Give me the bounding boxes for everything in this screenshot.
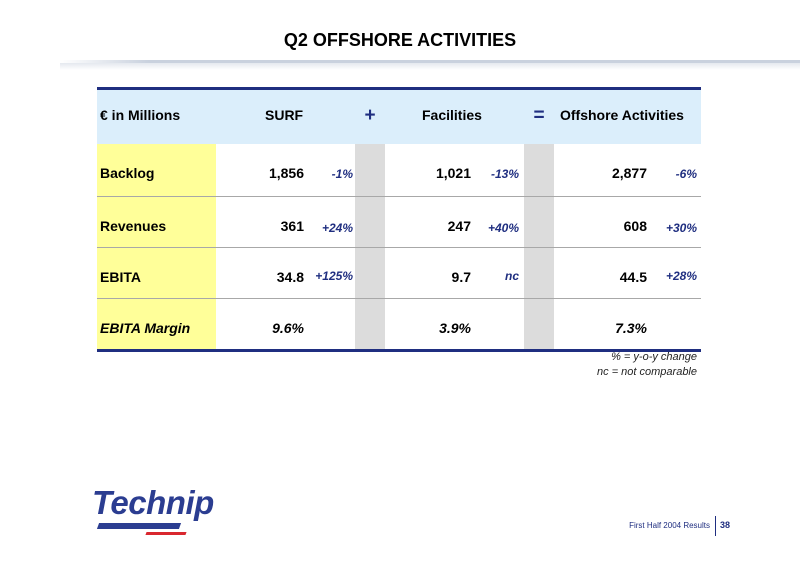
offshore-revenues-value: 608 <box>623 218 647 234</box>
title-shadow <box>60 63 800 70</box>
offshore-ebita-margin-value: 7.3% <box>615 320 647 336</box>
note-yoy-change: % = y-o-y change <box>611 351 697 363</box>
header-label: € in Millions <box>100 107 181 123</box>
offshore-revenues-change: +30% <box>665 221 697 235</box>
offshore-backlog-change: -6% <box>675 167 697 181</box>
title-rule <box>60 60 800 63</box>
surf-ebita-value: 34.8 <box>276 269 304 285</box>
surf-backlog-change: -1% <box>331 167 353 181</box>
equals-separator-column <box>524 144 554 349</box>
surf-revenues-value: 361 <box>280 218 304 234</box>
facilities-ebita-value: 9.7 <box>451 269 471 285</box>
row-divider <box>97 247 701 248</box>
footer-text: First Half 2004 Results <box>629 521 710 530</box>
facilities-backlog-change: -13% <box>490 167 519 181</box>
note-not-comparable: nc = not comparable <box>597 366 697 378</box>
footer-separator <box>715 516 716 536</box>
plus-separator-column <box>355 144 385 349</box>
page-number: 38 <box>720 520 731 530</box>
offshore-ebita-value: 44.5 <box>619 269 647 285</box>
logo-accent-icon <box>145 532 187 535</box>
facilities-backlog-value: 1,021 <box>435 165 471 181</box>
offshore-backlog-value: 2,877 <box>611 165 647 181</box>
header-surf: SURF <box>265 107 304 123</box>
table-bottom-rule <box>97 349 701 352</box>
offshore-ebita-change: +28% <box>665 269 697 283</box>
surf-revenues-change: +24% <box>321 221 353 235</box>
offshore-table: € in Millions SURF + Facilities = Offsho… <box>97 87 701 353</box>
surf-ebita-change: +125% <box>315 269 353 283</box>
equals-operator: = <box>533 105 545 126</box>
facilities-revenues-change: +40% <box>487 221 519 235</box>
row-label-ebita: EBITA <box>100 269 141 285</box>
logo-underline-icon <box>96 523 182 529</box>
surf-backlog-value: 1,856 <box>268 165 304 181</box>
header-facilities: Facilities <box>422 107 482 123</box>
surf-ebita-margin-value: 9.6% <box>272 320 304 336</box>
page-title: Q2 OFFSHORE ACTIVITIES <box>283 30 517 50</box>
row-label-column <box>97 144 216 349</box>
row-divider <box>97 196 701 197</box>
row-label-revenues: Revenues <box>100 218 167 234</box>
header-offshore-activities: Offshore Activities <box>560 107 684 123</box>
facilities-ebita-change: nc <box>504 269 519 283</box>
facilities-ebita-margin-value: 3.9% <box>439 320 471 336</box>
table-header-band <box>97 87 701 144</box>
row-label-backlog: Backlog <box>100 165 155 181</box>
plus-operator: + <box>364 105 376 126</box>
technip-logo: Technip <box>92 484 214 521</box>
facilities-revenues-value: 247 <box>447 218 471 234</box>
row-label-ebita-margin: EBITA Margin <box>100 320 191 336</box>
row-divider <box>97 298 701 299</box>
